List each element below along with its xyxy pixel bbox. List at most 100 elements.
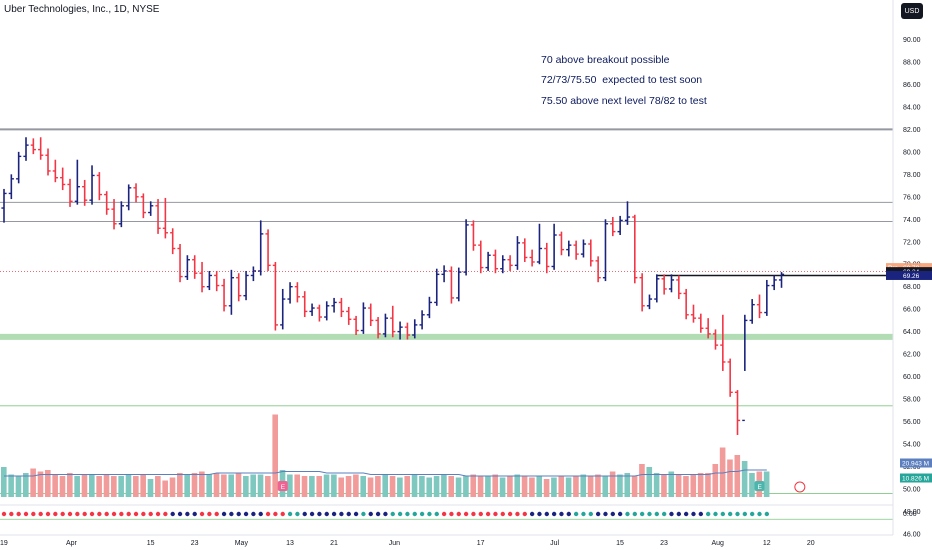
volume-bar (492, 474, 499, 497)
ohlc-bar (742, 314, 748, 422)
time-tick-label: Apr (66, 540, 78, 547)
indicator-dot (251, 511, 256, 517)
volume-bar (580, 474, 587, 497)
ohlc-bar (390, 305, 396, 338)
indicator-dot (97, 511, 102, 517)
ohlc-bar (184, 255, 190, 280)
indicator-dot (507, 511, 513, 517)
indicator-dot (229, 511, 234, 517)
volume-bar (507, 476, 513, 497)
ohlc-bar (522, 238, 528, 262)
volume-bar (499, 477, 506, 497)
indicator-dot (720, 511, 726, 517)
indicator-dot (727, 511, 733, 517)
volume-label: 20.943 M (900, 458, 932, 468)
price-tick-label: 68.00 (903, 284, 921, 291)
ohlc-bar (177, 243, 183, 283)
indicator-dot (302, 511, 307, 517)
volume-bar (37, 471, 44, 497)
volume-bar (646, 467, 653, 497)
volume-bar (243, 476, 249, 497)
time-tick-label: 12 (763, 540, 771, 547)
volume-bar (683, 476, 689, 497)
ohlc-bar (712, 329, 719, 350)
indicator-dot (412, 511, 417, 517)
ohlc-bar (236, 273, 242, 302)
ohlc-bar (676, 275, 682, 300)
volume-bar (265, 476, 271, 497)
time-axis[interactable]: 19 Apr 15 23 May 13 21 Jun 17 Jul 15 23 Aug 12 20 (0, 540, 815, 547)
indicator-dot (45, 511, 51, 517)
volume-bar (573, 476, 579, 497)
ohlc-bar (155, 199, 161, 234)
price-tick-label: 76.00 (903, 194, 921, 201)
volume-bar (155, 476, 161, 497)
ohlc-bar (778, 272, 785, 288)
volume-bar (30, 468, 36, 497)
ohlc-bar (82, 179, 88, 206)
indicator-dot (346, 511, 351, 517)
volume-bar (485, 476, 491, 497)
ohlc-bar (30, 138, 36, 155)
ohlc-bar (8, 174, 14, 200)
earnings-badge-label: E (281, 484, 286, 491)
indicator-dot (588, 511, 593, 517)
indicator-dot (383, 511, 388, 517)
volume-bar (595, 474, 601, 497)
indicator-dot (485, 511, 491, 517)
ohlc-bar (280, 288, 286, 330)
ohlc-bar (104, 191, 110, 215)
indicator-dot (456, 511, 461, 517)
ohlc-bar (221, 278, 227, 312)
volume-bar (565, 477, 572, 497)
indicator-dot (199, 511, 205, 517)
ohlc-bar (683, 288, 689, 320)
ohlc-bar (111, 199, 117, 230)
indicator-dot (698, 511, 704, 517)
volume-bar (23, 473, 29, 497)
volume-bar (727, 459, 733, 497)
ohlc-bar (118, 201, 124, 228)
volume-bar (529, 477, 535, 497)
indicator-dot (705, 511, 711, 517)
volume-bar (125, 474, 132, 497)
volume-bar (543, 479, 550, 497)
ohlc-bar (265, 229, 271, 271)
indicator-dot (661, 511, 667, 517)
ohlc-bar (610, 217, 616, 237)
ohlc-bar (192, 255, 198, 279)
indicator-dot (691, 511, 696, 517)
indicator-dot (16, 511, 21, 517)
volume-bar (360, 476, 367, 497)
indicator-dot (309, 511, 315, 517)
volume-bar (213, 473, 220, 497)
ohlc-bar (126, 184, 132, 211)
volume-bar (45, 470, 51, 497)
currency-button[interactable]: USD (901, 3, 923, 19)
ohlc-bar (74, 159, 80, 205)
ohlc-bar (38, 137, 44, 160)
volume-bar (404, 476, 411, 497)
price-tick-label: 72.00 (903, 239, 921, 246)
ohlc-bars (1, 137, 785, 436)
indicator-dot (9, 511, 14, 517)
indicator-dot (177, 511, 183, 517)
ohlc-bar (544, 242, 550, 274)
time-tick-label: Aug (711, 540, 724, 547)
ohlc-bar (764, 279, 770, 316)
volume-bar (162, 480, 168, 497)
volume-bar (705, 473, 711, 497)
indicator-dot (243, 511, 249, 517)
price-tick-label: 46.00 (903, 531, 921, 538)
earnings-badge: E (754, 481, 765, 491)
time-tick-label: Jul (550, 540, 559, 547)
ohlc-bar (588, 239, 594, 267)
ohlc-bar (624, 201, 631, 225)
ohlc-bar (243, 270, 249, 301)
indicator-dot (126, 511, 131, 517)
ohlc-bar (690, 304, 697, 323)
ohlc-bar (368, 303, 374, 327)
ohlc-bar (250, 266, 256, 282)
